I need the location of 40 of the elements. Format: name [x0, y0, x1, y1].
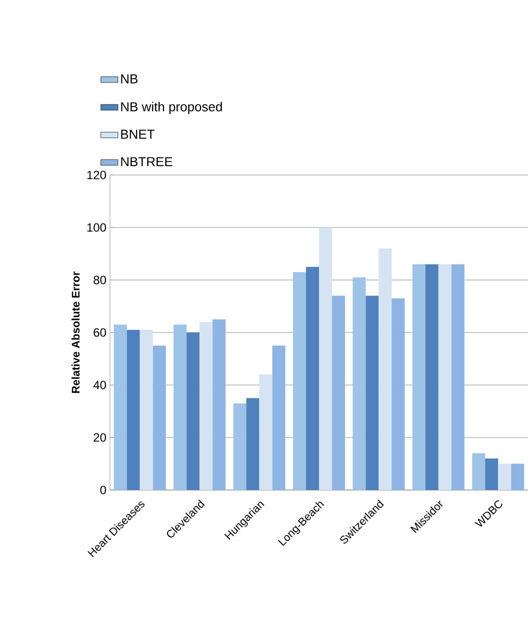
bar [392, 298, 405, 490]
bar [472, 453, 486, 490]
bar [212, 319, 226, 490]
bar [140, 330, 153, 490]
y-tick-label: 0 [100, 486, 106, 494]
bar [259, 374, 272, 490]
bar [319, 227, 332, 490]
legend-label: NB with proposed [121, 102, 222, 114]
bar [200, 322, 213, 490]
bar [366, 296, 379, 490]
bar [114, 324, 127, 490]
bar [306, 266, 319, 490]
bar [174, 324, 187, 490]
bar [246, 398, 260, 490]
y-tick-label: 20 [94, 433, 106, 442]
bar [378, 248, 392, 490]
y-tick-label: 120 [87, 170, 106, 180]
bar [233, 403, 246, 490]
bar [272, 346, 286, 490]
bar [498, 464, 512, 490]
bar [152, 346, 166, 490]
y-tick-label: 100 [87, 223, 106, 232]
legend-label: BNET [121, 130, 154, 139]
bar [425, 264, 438, 490]
legend-label: NBTREE [121, 157, 172, 166]
bar [511, 464, 524, 490]
y-tick-label: 40 [93, 380, 106, 390]
bar [438, 264, 452, 490]
bar [352, 277, 366, 490]
y-axis-title: Relative Absolute Error [72, 272, 80, 393]
bar [412, 264, 426, 490]
bar [485, 458, 498, 490]
bar [332, 296, 345, 490]
legend-label: NB [121, 74, 138, 84]
y-tick-label: 60 [94, 328, 106, 337]
bar [186, 332, 200, 490]
bar [451, 264, 464, 490]
bar [126, 330, 140, 490]
y-tick-label: 80 [94, 276, 106, 284]
bar [293, 272, 306, 490]
